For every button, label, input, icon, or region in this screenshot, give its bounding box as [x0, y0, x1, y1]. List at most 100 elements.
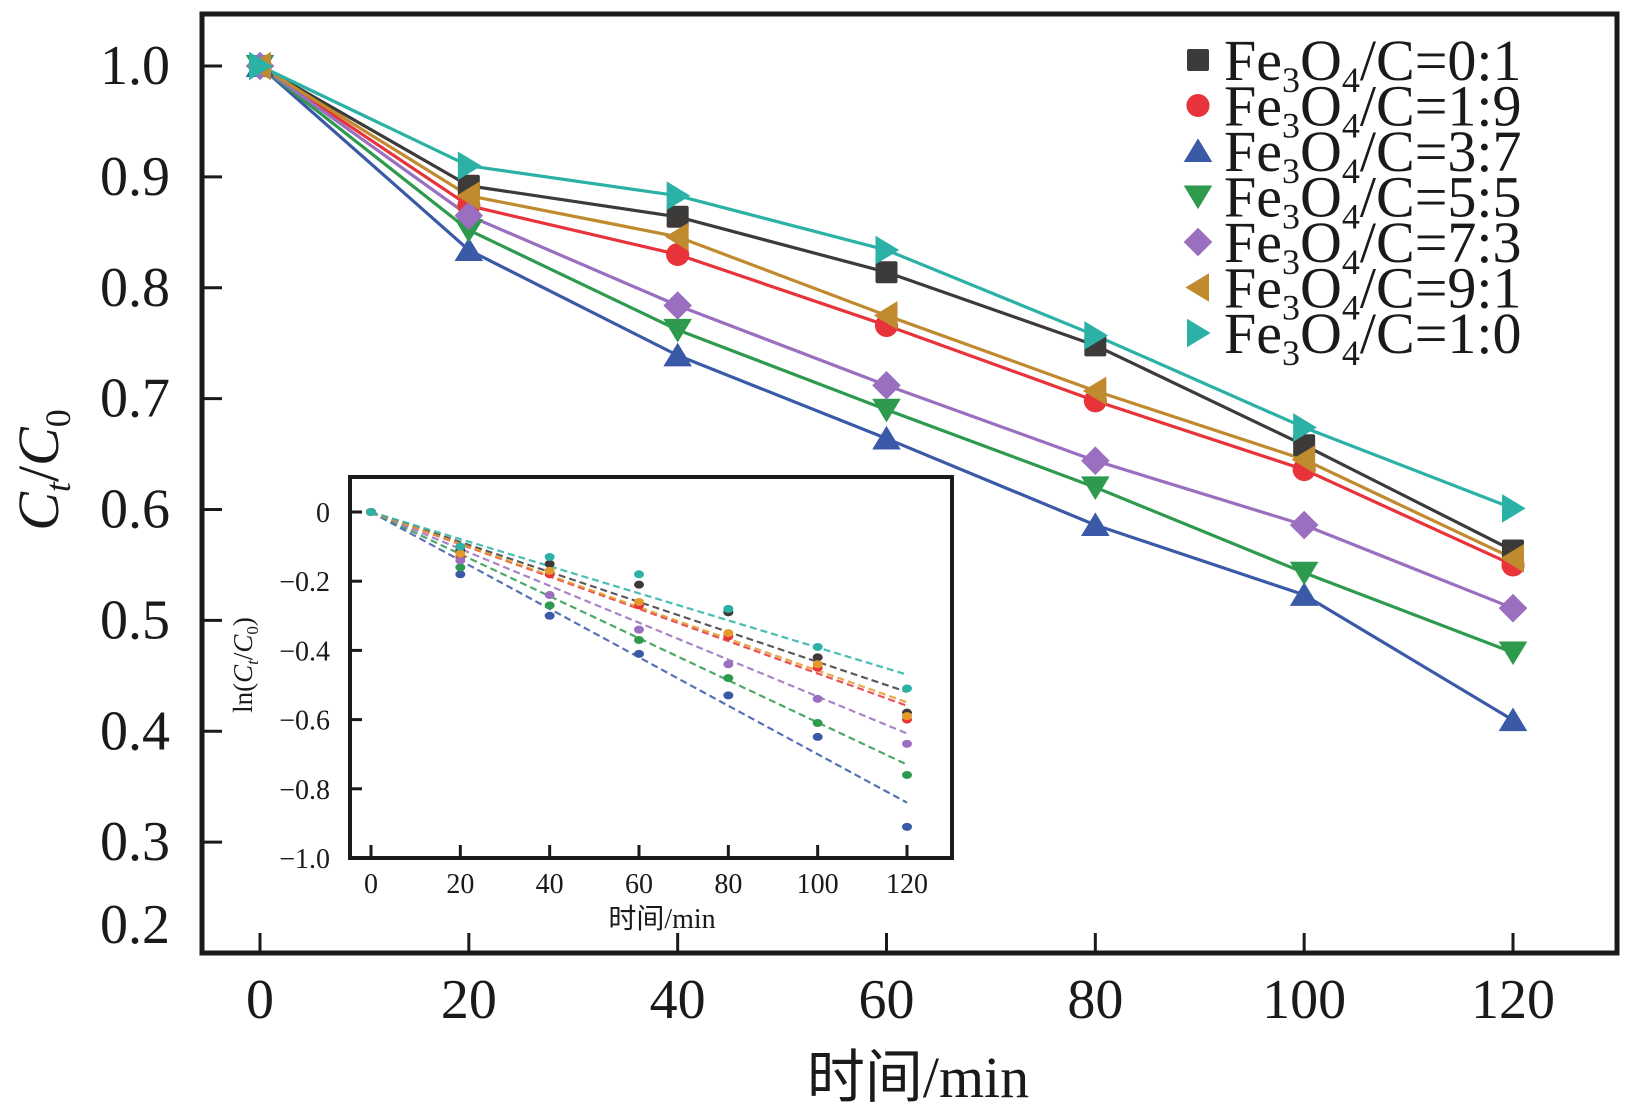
data-point-7-3	[1289, 510, 1319, 540]
inset-fit-line	[370, 510, 908, 693]
inset-y-tick-label: −0.6	[279, 706, 330, 737]
inset-x-tick-label: 0	[364, 869, 378, 900]
inset-fit-line	[370, 510, 908, 735]
data-point-1-0	[1502, 494, 1526, 523]
inset-data-point	[902, 684, 912, 693]
data-point-7-3	[454, 201, 484, 230]
data-point-9-1	[1500, 543, 1524, 573]
inset-data-point	[544, 591, 555, 600]
data-point-5-5	[1498, 641, 1528, 666]
inset-x-tick-label: 20	[446, 869, 474, 900]
inset-y-tick-label: −0.2	[279, 567, 330, 598]
main-y-axis: 0.2 0.3 0.4 0.5 0.6 0.7 0.8 0.9 1.0	[100, 35, 222, 956]
inset-data-point	[902, 770, 912, 779]
data-point-7-3	[872, 371, 901, 400]
data-point-1-0	[249, 51, 273, 81]
legend-marker-0-1	[1187, 49, 1209, 71]
data-point-0-1	[666, 205, 689, 228]
main-x-tick-label: 40	[650, 969, 706, 1031]
inset-plot-frame	[348, 475, 954, 860]
main-x-tick-label: 0	[246, 969, 274, 1031]
inset-data-point	[812, 694, 823, 703]
inset-data-point	[634, 580, 644, 589]
main-y-tick-label: 0.8	[100, 257, 170, 319]
inset-data-point	[723, 604, 734, 613]
data-point-7-3	[1498, 593, 1528, 623]
data-point-5-5	[1081, 476, 1110, 500]
inset-data-point	[723, 629, 734, 638]
data-point-1-0	[1084, 321, 1108, 350]
legend-marker-1-0	[1187, 318, 1211, 348]
data-point-0-1	[875, 261, 898, 284]
inset-y-tick-label: 0	[316, 498, 330, 529]
inset-x-axis: 0 20 40 60 80 100 120	[364, 845, 928, 900]
legend-label-1-0: Fe3O4/C=1:0	[1224, 301, 1522, 373]
data-point-3-7	[1289, 582, 1319, 606]
inset-data-point	[455, 549, 466, 558]
main-y-axis-label: Ct/C0	[6, 409, 78, 531]
inset-data-point	[812, 732, 823, 741]
legend-label-3-7: Fe3O4/C=3:7	[1224, 119, 1522, 191]
inset-data-point	[723, 691, 734, 700]
inset-data-point	[544, 552, 555, 561]
inset-plot: 0 20 40 60 80 100 120 0 −0.2 −0.4 −0.6 −0.8 −1.0 时间…	[228, 475, 954, 935]
legend-marker-3-7	[1183, 138, 1213, 162]
data-point-1-0	[875, 235, 900, 265]
data-point-9-1	[456, 181, 480, 211]
legend-marker-1-9	[1186, 93, 1210, 118]
legend-marker-7-3	[1183, 227, 1213, 257]
inset-data-points	[366, 508, 912, 831]
inset-data-point	[544, 601, 555, 610]
inset-data-point	[723, 660, 734, 669]
inset-y-tick-label: −1.0	[279, 844, 330, 875]
main-x-tick-label: 80	[1067, 969, 1123, 1031]
inset-y-axis: 0 −0.2 −0.4 −0.6 −0.8 −1.0	[279, 498, 362, 875]
inset-data-point	[634, 649, 644, 658]
inset-x-tick-label: 100	[797, 869, 839, 900]
main-x-tick-label: 20	[441, 969, 497, 1031]
main-plot: 0 20 40 60 80 100 120 0.2 0.3 0.4 0.5 0.6 0.7 0.8 0.9…	[6, 11, 1620, 1110]
inset-data-point	[634, 625, 644, 634]
data-point-3-7	[872, 425, 901, 450]
inset-data-point	[812, 660, 823, 669]
inset-data-point	[812, 653, 823, 662]
inset-data-point	[902, 739, 912, 748]
inset-data-point	[634, 636, 644, 645]
main-y-tick-label: 1.0	[100, 35, 170, 97]
main-y-tick-label: 0.6	[100, 479, 170, 541]
main-series-markers	[245, 51, 1528, 732]
inset-x-axis-label: 时间/min	[608, 903, 715, 935]
inset-data-point	[544, 566, 555, 575]
data-point-9-1	[1082, 376, 1107, 406]
legend-label-0-1: Fe3O4/C=0:1	[1224, 28, 1522, 100]
legend-marker-5-5	[1183, 185, 1213, 210]
data-point-1-0	[666, 181, 691, 211]
legend: Fe3O4/C=0:1Fe3O4/C=1:9Fe3O4/C=3:7Fe3O4/C…	[1183, 28, 1522, 373]
main-y-tick-label: 0.9	[100, 146, 170, 208]
inset-data-point	[455, 563, 466, 572]
inset-x-tick-label: 60	[625, 869, 653, 900]
inset-data-point	[723, 674, 734, 683]
data-point-3-7	[454, 237, 484, 262]
main-x-tick-label: 60	[859, 969, 915, 1031]
main-y-tick-label: 0.4	[100, 700, 170, 762]
inset-x-tick-label: 40	[536, 869, 564, 900]
inset-x-tick-label: 80	[714, 869, 742, 900]
main-y-tick-label: 0.3	[100, 811, 170, 873]
data-point-9-1	[665, 222, 689, 252]
inset-data-point	[455, 570, 466, 579]
inset-data-point	[455, 556, 466, 565]
main-y-tick-label: 0.5	[100, 589, 170, 651]
inset-data-point	[544, 611, 555, 620]
data-point-9-1	[873, 301, 898, 330]
inset-data-point	[812, 719, 823, 728]
data-point-5-5	[872, 398, 901, 423]
inset-plot-background	[350, 477, 952, 858]
inset-y-tick-label: −0.8	[279, 775, 330, 806]
data-point-3-7	[1498, 707, 1528, 732]
main-y-tick-label: 0.2	[100, 894, 170, 956]
main-x-tick-label: 100	[1262, 969, 1346, 1031]
inset-y-axis-label: ln(Ct/C0)	[228, 617, 262, 713]
inset-data-point	[634, 570, 644, 579]
